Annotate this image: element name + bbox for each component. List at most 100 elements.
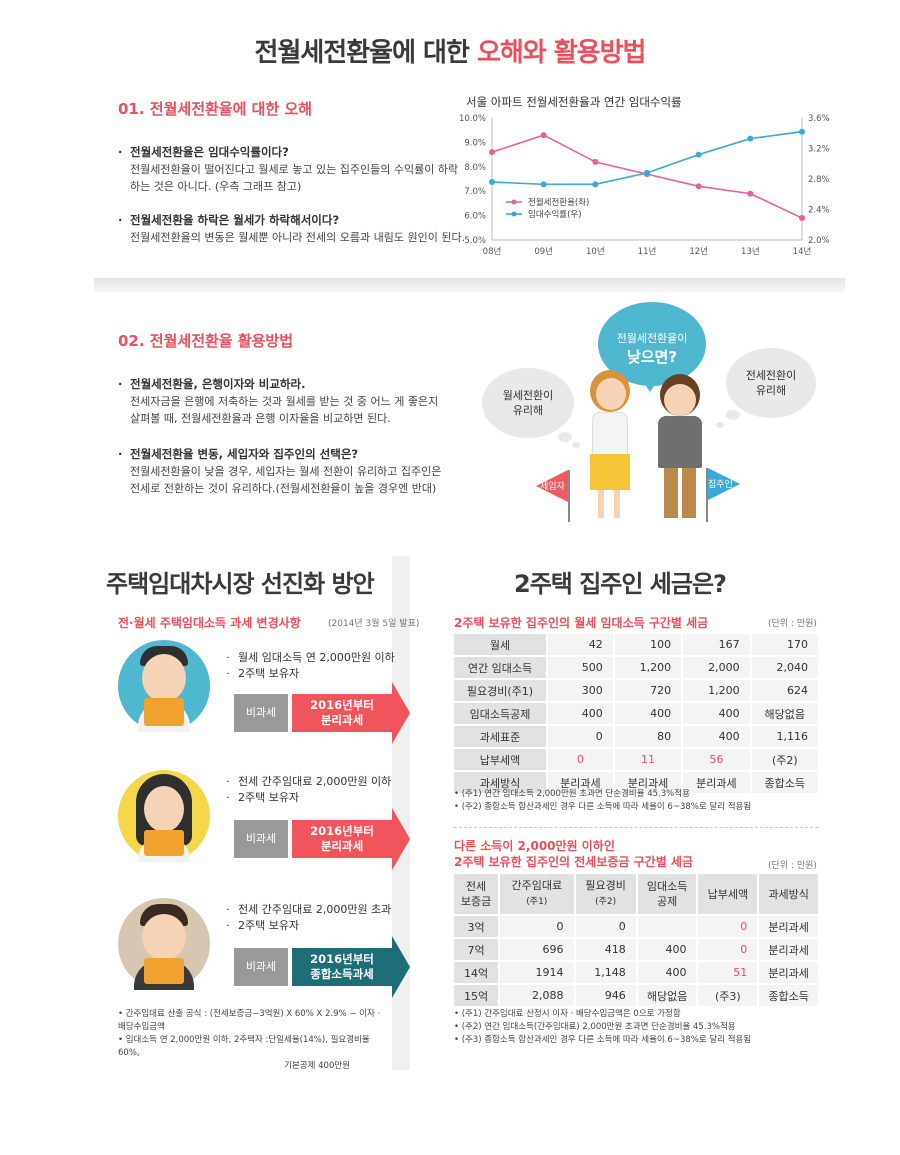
- table-cell: 11: [614, 749, 682, 770]
- flag-pole-left: [568, 470, 570, 522]
- note-line: • 간주임대료 산출 공식 : (전세보증금−3억원) X 60% X 2.9%…: [118, 1009, 381, 1032]
- arrow-head: [392, 936, 410, 998]
- y-tick-label: 9.0%: [464, 138, 486, 148]
- row-header-cell: 15억: [454, 985, 499, 1006]
- data-point: [695, 183, 702, 190]
- section2-item-2: 전월세전환율 변동, 세입자와 집주인의 선택은? 전월세전환율이 낮을 경우,…: [118, 446, 441, 497]
- y-tick-label: 8.0%: [464, 163, 486, 173]
- x-tick-label: 08년: [483, 246, 502, 257]
- case-line: 2주택 보유자: [226, 918, 391, 934]
- data-point: [695, 151, 702, 158]
- flag-owner: [708, 468, 740, 500]
- table-cell: 종합소득: [759, 985, 818, 1006]
- avatar-woman: [118, 770, 210, 862]
- item-answer: 살펴볼 때, 전월세전환율과 은행 이자율을 비교하면 된다.: [130, 412, 391, 425]
- section3-notes: • 간주임대료 산출 공식 : (전세보증금−3억원) X 60% X 2.9%…: [118, 1008, 390, 1073]
- row-header-cell: 임대소득공제: [454, 703, 546, 724]
- table-cell: 0: [548, 749, 613, 770]
- avatar-man-1: [118, 640, 210, 732]
- section2-item-1: 전월세전환율, 은행이자와 비교하라. 전세자금을 은행에 저축하는 것과 월세…: [118, 376, 438, 427]
- face: [144, 786, 184, 832]
- item-question: 전월세전환율, 은행이자와 비교하라.: [118, 376, 438, 393]
- table-cell: 400: [637, 939, 697, 960]
- data-point: [644, 169, 650, 176]
- table-cell: 0: [698, 939, 758, 960]
- case2-text: 전세 간주임대료 2,000만원 이하 2주택 보유자: [226, 774, 391, 806]
- man-face: [664, 384, 696, 416]
- dashed-divider: [454, 827, 818, 828]
- legend-label: 전월세전환율(좌): [528, 197, 589, 208]
- y-tick-label: 2.0%: [808, 236, 830, 246]
- table-cell: 720: [614, 680, 682, 701]
- row-header-cell: 과세방식: [454, 772, 546, 793]
- note-text: 간주임대료 산출 공식 : (전세보증금−3억원) X 60% X 2.9% −…: [118, 1009, 381, 1032]
- table-cell: 1,148: [575, 962, 636, 983]
- y-tick-label: 3.6%: [808, 114, 830, 124]
- table2-title-line1: 다른 소득이 2,000만원 이하인: [454, 839, 615, 853]
- chart-title: 서울 아파트 전월세전환율과 연간 임대수익률: [466, 95, 682, 109]
- arrow-line2: 종합소득과세: [310, 967, 374, 981]
- table-row: 임대소득공제 400 400 400 해당없음: [454, 703, 818, 724]
- table-cell: 해당없음: [637, 985, 697, 1006]
- table-row: 15억 2,088 946 해당없음 (주3) 종합소득: [454, 985, 818, 1006]
- table-cell: 0: [698, 916, 758, 937]
- table-cell: 분리과세: [759, 916, 818, 937]
- row-header-cell: 14억: [454, 962, 499, 983]
- table-row: 과세표준 0 80 400 1,116: [454, 726, 818, 747]
- column-header: 간주임대료 (주1): [500, 874, 574, 914]
- unit-note: (단위 : 만원): [768, 619, 817, 629]
- section2-heading: 02. 전월세전환율 활용방법: [118, 332, 294, 350]
- monthly-rent-tax-table: 월세 42 100 167 170 연간 임대소득 500 1,200 2,000 2,040 필요…: [452, 632, 820, 795]
- column-header: 필요경비 (주2): [575, 874, 636, 914]
- table2-notes: • (주1) 간주임대료 산정시 이자 · 배당수입금액은 0으로 가정함 • …: [454, 1008, 751, 1047]
- table-header-row: 전세 보증금 간주임대료 (주1) 필요경비 (주2) 임대소득 공제 납부세액 과세방식: [454, 874, 818, 914]
- table2-title: 다른 소득이 2,000만원 이하인 2주택 보유한 집주인의 전세보증금 구간별…: [454, 838, 693, 870]
- avatar-man-2: [118, 898, 210, 990]
- case-line: 월세 임대소득 연 2,000만원 이하: [226, 650, 395, 666]
- arrow-body: 2016년부터 종합소득과세: [292, 948, 392, 986]
- row-header-cell: 월세: [454, 634, 546, 655]
- data-point: [540, 132, 547, 139]
- table-cell: 946: [575, 985, 636, 1006]
- item-answer: 전세자금을 은행에 저축하는 것과 월세를 받는 것 중 어느 게 좋은지: [130, 395, 439, 408]
- data-point: [747, 135, 754, 142]
- flag-owner-label: 집주인: [708, 480, 733, 490]
- left-bubble-line2: 유리해: [512, 404, 544, 417]
- data-point: [540, 181, 547, 188]
- table-cell: 624: [751, 680, 818, 701]
- data-point: [592, 158, 599, 165]
- arrow-line2: 분리과세: [320, 839, 364, 853]
- note-text: (주1) 연간 임대소득 2,000만원 초과면 단순경비율 45.3%적용: [461, 789, 690, 799]
- item-answer: 전세로 전환하는 것이 유리하다.(전월세전환율이 높을 경우엔 반대): [130, 482, 437, 495]
- house-icon: [144, 698, 184, 726]
- row-header-cell: 7억: [454, 939, 499, 960]
- table-cell: [637, 916, 697, 937]
- tax-free-tag: 비과세: [234, 694, 288, 732]
- arrow-line1: 2016년부터: [310, 952, 374, 966]
- note-line: • (주3) 종합소득 합산과세인 경우 다른 소득에 따라 세율이 6~38%…: [454, 1035, 752, 1045]
- item-answer: 전월세전환율의 변동은 월세뿐 아니라 전세의 오름과 내림도 원인이 된다.: [130, 231, 466, 244]
- arrow-head: [392, 682, 410, 744]
- deposit-tax-table: 전세 보증금 간주임대료 (주1) 필요경비 (주2) 임대소득 공제 납부세액 과세방식 3억 0 0…: [452, 872, 820, 1008]
- data-point: [489, 179, 495, 186]
- item-question: 전월세전환율 변동, 세입자와 집주인의 선택은?: [118, 446, 441, 463]
- line-chart: 10.0% 9.0% 8.0% 7.0% 6.0% 5.0% 3.6% 3.2% 2.8% 2.4…: [459, 114, 830, 257]
- table1-notes: • (주1) 연간 임대소득 2,000만원 초과면 단순경비율 45.3%적용…: [454, 788, 751, 814]
- column-header: 과세방식: [759, 874, 818, 914]
- thought-dot: [572, 442, 580, 448]
- title-part1: 전월세전환율에 대한: [254, 38, 477, 68]
- x-tick-label: 14년: [793, 246, 812, 257]
- data-point: [747, 190, 754, 197]
- table-cell: 0: [500, 916, 574, 937]
- table-cell: 0: [548, 726, 613, 747]
- right-bubble-line1: 전세전환이: [745, 369, 797, 382]
- table-row: 과세방식 분리과세 분리과세 분리과세 종합소득: [454, 772, 818, 793]
- man-leg: [682, 468, 696, 518]
- table-cell: 종합소득: [751, 772, 818, 793]
- table-cell: 400: [614, 703, 682, 724]
- table-cell: 분리과세: [759, 962, 818, 983]
- section3-title: 주택임대차시장 선진화 방안: [106, 570, 375, 598]
- x-tick-label: 11년: [638, 246, 657, 257]
- y-tick-label: 10.0%: [459, 114, 486, 124]
- table-cell: 418: [575, 939, 636, 960]
